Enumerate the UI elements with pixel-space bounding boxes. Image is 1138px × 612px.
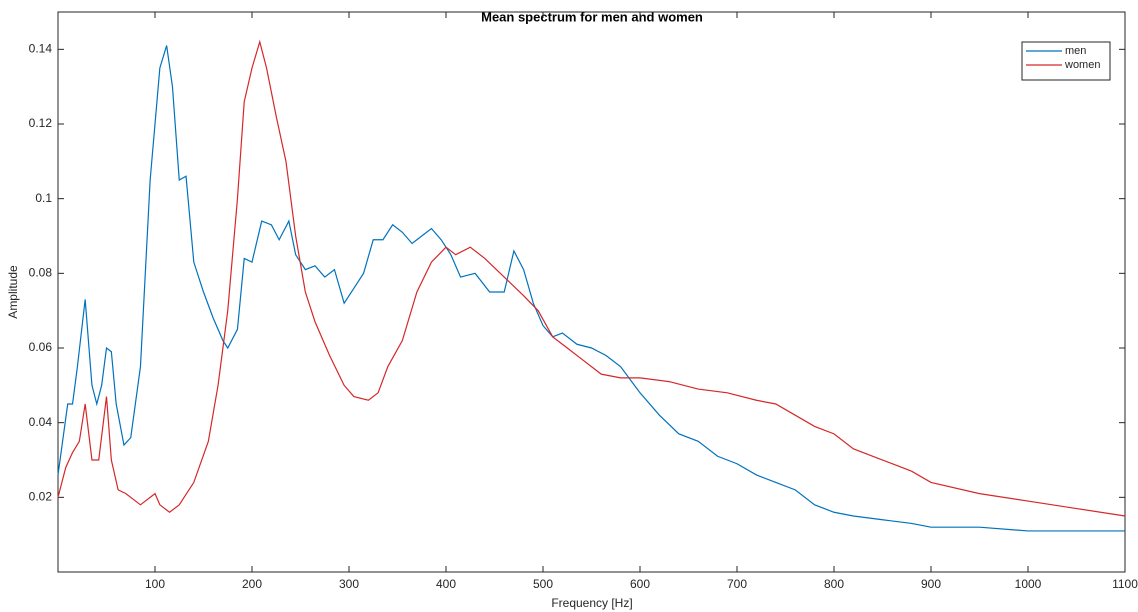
- x-tick-label: 500: [533, 577, 553, 591]
- x-tick-label: 300: [339, 577, 359, 591]
- y-tick-label: 0.14: [29, 42, 53, 56]
- y-tick-label: 0.1: [35, 191, 52, 205]
- series-line: [57, 45, 1125, 532]
- x-tick-label: 600: [630, 577, 650, 591]
- y-tick-label: 0.06: [29, 340, 53, 354]
- y-tick-label: 0.04: [29, 415, 53, 429]
- x-axis-label: Frequency [Hz]: [551, 596, 632, 610]
- series-line: [57, 39, 1126, 517]
- x-tick-label: 200: [242, 577, 262, 591]
- x-tick-label: 1100: [1112, 577, 1138, 591]
- y-tick-label: 0.12: [29, 116, 53, 130]
- y-tick-label: 0.08: [29, 266, 53, 280]
- legend-box: [1021, 41, 1111, 81]
- y-tick-label: 0.02: [29, 490, 53, 504]
- x-tick-label: 700: [727, 577, 747, 591]
- plot-area: [57, 11, 1126, 573]
- chart-title: Mean spectrum for men and women: [481, 9, 703, 24]
- legend-label: men: [1065, 45, 1086, 57]
- y-axis-label: Amplitude: [6, 265, 20, 319]
- x-tick-label: 100: [145, 577, 165, 591]
- x-tick-label: 900: [921, 577, 941, 591]
- x-tick-label: 1000: [1015, 577, 1042, 591]
- x-tick-label: 400: [436, 577, 456, 591]
- legend-label: women: [1064, 59, 1100, 71]
- x-tick-label: 800: [824, 577, 844, 591]
